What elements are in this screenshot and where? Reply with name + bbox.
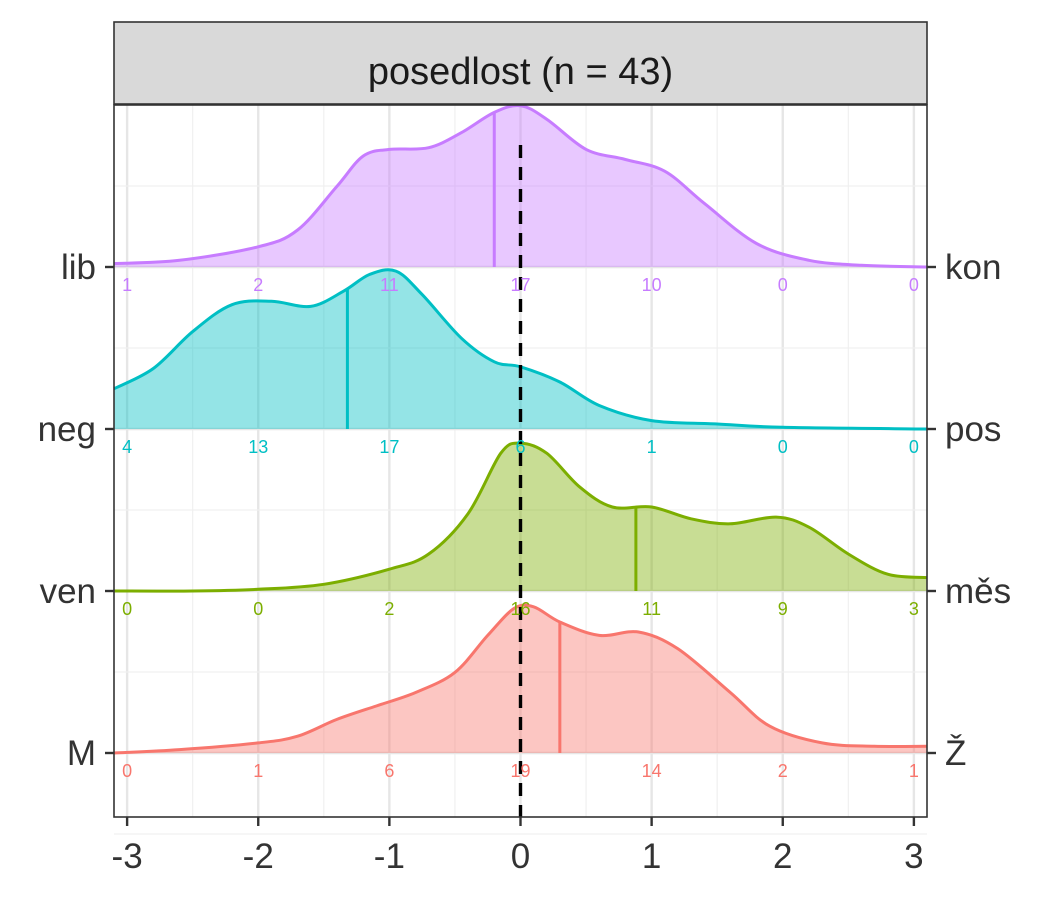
count-label: 2 (384, 599, 394, 619)
count-label: 2 (778, 761, 788, 781)
y-label-right: kon (945, 248, 1001, 287)
density-curve (113, 103, 928, 269)
density-area (114, 105, 927, 267)
y-label-left: M (67, 734, 96, 773)
count-label: 0 (778, 437, 788, 457)
y-label-right: Ž (945, 734, 966, 773)
ridge-neg-pos (113, 268, 928, 431)
x-tick-label: -3 (112, 837, 143, 876)
count-label: 19 (510, 761, 530, 781)
y-axis-right: kon pos měs Ž (927, 248, 1011, 773)
y-axis-left: lib neg ven M (38, 248, 114, 773)
count-label: 0 (909, 437, 919, 457)
count-label: 3 (909, 599, 919, 619)
density-curve (113, 603, 928, 755)
count-label: 17 (379, 437, 399, 457)
y-label-left: lib (61, 248, 96, 287)
count-label: 1 (253, 761, 263, 781)
x-tick-label: 1 (642, 837, 661, 876)
count-label: 1 (122, 275, 132, 295)
count-label: 4 (122, 437, 132, 457)
count-label: 13 (248, 437, 268, 457)
count-label: 10 (642, 275, 662, 295)
y-label-right: měs (945, 572, 1011, 611)
x-tick-label: -2 (243, 837, 274, 876)
count-label: 0 (122, 761, 132, 781)
count-label: 0 (122, 599, 132, 619)
y-label-left: neg (38, 410, 96, 449)
count-label: 11 (642, 599, 661, 619)
density-curve (113, 268, 928, 431)
count-label: 16 (510, 599, 530, 619)
y-label-right: pos (945, 410, 1001, 449)
count-label: 17 (510, 275, 530, 295)
count-label: 1 (909, 761, 919, 781)
count-label: 11 (380, 275, 399, 295)
y-label-left: ven (40, 572, 96, 611)
facet-strip: posedlost (n = 43) (113, 21, 928, 105)
x-axis: -3 -2 -1 0 1 2 3 (112, 817, 924, 876)
x-tick-label: -1 (374, 837, 405, 876)
facet-strip-title: posedlost (n = 43) (368, 51, 673, 93)
count-label: 0 (909, 275, 919, 295)
facet-strip-background (113, 21, 928, 105)
density-area (114, 443, 927, 592)
density-curve (113, 441, 928, 593)
ridge-ven-měs (113, 441, 928, 593)
count-label: 6 (384, 761, 394, 781)
count-label: 9 (778, 599, 788, 619)
x-tick-label: 0 (511, 837, 530, 876)
count-label: 2 (253, 275, 263, 295)
count-labels: 1 2 11 17 10 0 04 13 17 6 1 0 00 0 2 16 11 9 30 1 6 19 14 2 1 (122, 275, 919, 781)
ridge-lib-kon (113, 103, 928, 269)
count-label: 0 (778, 275, 788, 295)
x-tick-label: 3 (904, 837, 923, 876)
x-tick-label: 2 (773, 837, 792, 876)
count-label: 1 (647, 437, 657, 457)
density-area (114, 269, 927, 429)
count-label: 6 (515, 437, 525, 457)
count-label: 0 (253, 599, 263, 619)
count-label: 14 (642, 761, 662, 781)
